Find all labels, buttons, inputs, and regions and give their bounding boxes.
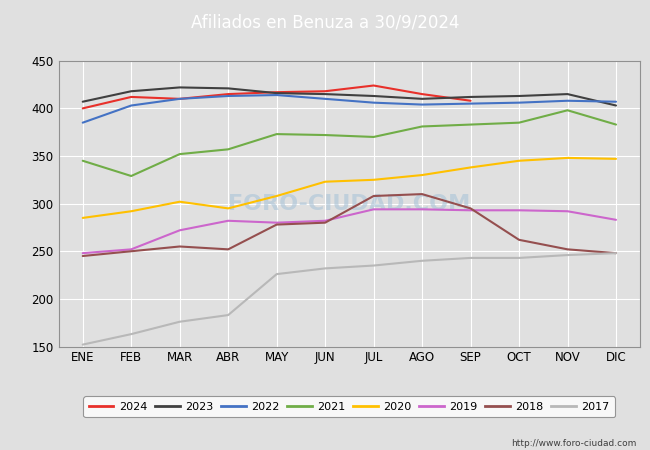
Text: http://www.foro-ciudad.com: http://www.foro-ciudad.com bbox=[512, 439, 637, 448]
Legend: 2024, 2023, 2022, 2021, 2020, 2019, 2018, 2017: 2024, 2023, 2022, 2021, 2020, 2019, 2018… bbox=[83, 396, 616, 418]
Text: FORO-CIUDAD.COM: FORO-CIUDAD.COM bbox=[228, 194, 471, 214]
Text: Afiliados en Benuza a 30/9/2024: Afiliados en Benuza a 30/9/2024 bbox=[190, 14, 460, 32]
